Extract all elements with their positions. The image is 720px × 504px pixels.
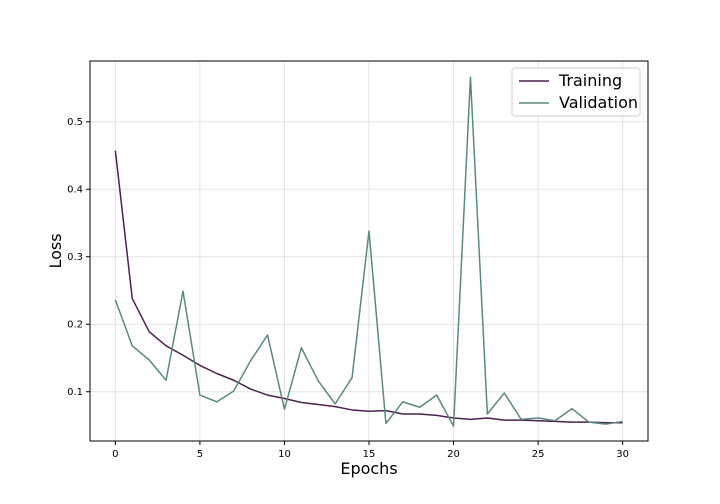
x-tick-label: 20 <box>447 449 460 460</box>
x-tick-label: 10 <box>278 449 291 460</box>
grid <box>90 61 648 441</box>
axis-ticks: 0 5 10 15 20 25 30 0.1 0.2 0.3 0.4 0.5 <box>67 117 629 460</box>
legend-box <box>511 67 641 117</box>
y-tick-label: 0.2 <box>67 320 83 331</box>
y-tick-label: 0.3 <box>67 252 83 263</box>
y-tick-label: 0.5 <box>67 117 83 128</box>
x-tick-label: 25 <box>532 449 545 460</box>
legend-label-training: Training <box>558 71 622 90</box>
x-tick-label: 30 <box>616 449 629 460</box>
series-line-validation <box>114 76 623 427</box>
x-tick-label: 0 <box>112 449 118 460</box>
series-line-training <box>114 150 623 424</box>
legend-label-validation: Validation <box>559 93 638 112</box>
y-axis-label: Loss <box>46 233 65 268</box>
y-tick-label: 0.1 <box>67 387 83 398</box>
x-tick-label: 15 <box>363 449 376 460</box>
legend: Training Validation <box>511 67 641 117</box>
x-tick-label: 5 <box>197 449 203 460</box>
y-tick-label: 0.4 <box>67 185 83 196</box>
series-lines <box>114 76 623 427</box>
x-axis-label: Epochs <box>340 459 397 478</box>
